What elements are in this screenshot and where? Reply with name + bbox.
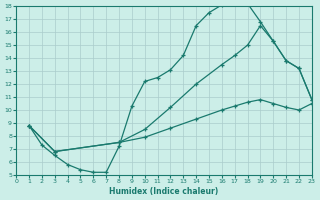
X-axis label: Humidex (Indice chaleur): Humidex (Indice chaleur)	[109, 187, 219, 196]
